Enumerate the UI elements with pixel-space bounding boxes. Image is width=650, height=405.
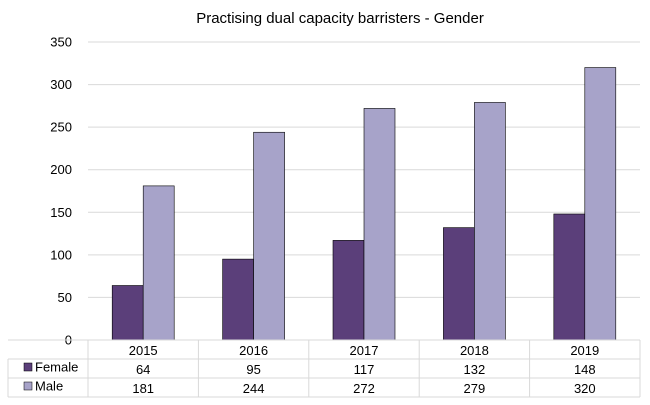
table-value-male: 320 bbox=[574, 381, 596, 396]
x-tick-label: 2018 bbox=[460, 343, 489, 358]
bar-female-2015 bbox=[111, 285, 144, 341]
table-value-female: 117 bbox=[354, 362, 375, 377]
y-tick-label: 150 bbox=[50, 205, 72, 220]
table-value-male: 181 bbox=[132, 381, 154, 396]
bar-female-2019 bbox=[553, 213, 586, 341]
y-tick-label: 50 bbox=[58, 290, 72, 305]
bar-female-2016 bbox=[222, 258, 254, 341]
data-table: 64 181 95 244 117 272 132 279 148 320 Female Male bbox=[7, 339, 641, 398]
bar-male-2018 bbox=[474, 102, 506, 341]
y-tick-label: 100 bbox=[50, 247, 72, 262]
x-tick-label: 2016 bbox=[239, 343, 268, 358]
legend-label-female: Female bbox=[35, 360, 78, 375]
x-tick-label: 2015 bbox=[129, 343, 158, 358]
bar-male-2019 bbox=[584, 67, 617, 341]
y-tick-label: 300 bbox=[50, 77, 72, 92]
chart-title: Practising dual capacity barristers - Ge… bbox=[196, 10, 484, 27]
bar-male-2015 bbox=[142, 185, 175, 341]
table-value-female: 64 bbox=[136, 362, 150, 377]
y-tick-label: 350 bbox=[50, 35, 72, 50]
bar-male-2016 bbox=[253, 131, 285, 341]
table-value-male: 272 bbox=[353, 381, 375, 396]
bar-female-2017 bbox=[332, 240, 365, 341]
y-tick-label: 200 bbox=[50, 162, 72, 177]
x-tick-label: 2017 bbox=[350, 343, 379, 358]
legend-swatch-female bbox=[23, 362, 33, 372]
bar-male-2017 bbox=[363, 108, 396, 341]
table-value-female: 95 bbox=[246, 362, 260, 377]
x-tick-label: 2019 bbox=[570, 343, 599, 358]
table-value-female: 132 bbox=[464, 362, 486, 377]
table-value-male: 279 bbox=[464, 381, 486, 396]
legend-swatch-male bbox=[23, 381, 33, 391]
table-value-male: 244 bbox=[243, 381, 265, 396]
legend-label-male: Male bbox=[35, 379, 63, 394]
y-tick-label: 250 bbox=[50, 120, 72, 135]
table-value-female: 148 bbox=[574, 362, 596, 377]
bar-female-2018 bbox=[443, 227, 475, 341]
